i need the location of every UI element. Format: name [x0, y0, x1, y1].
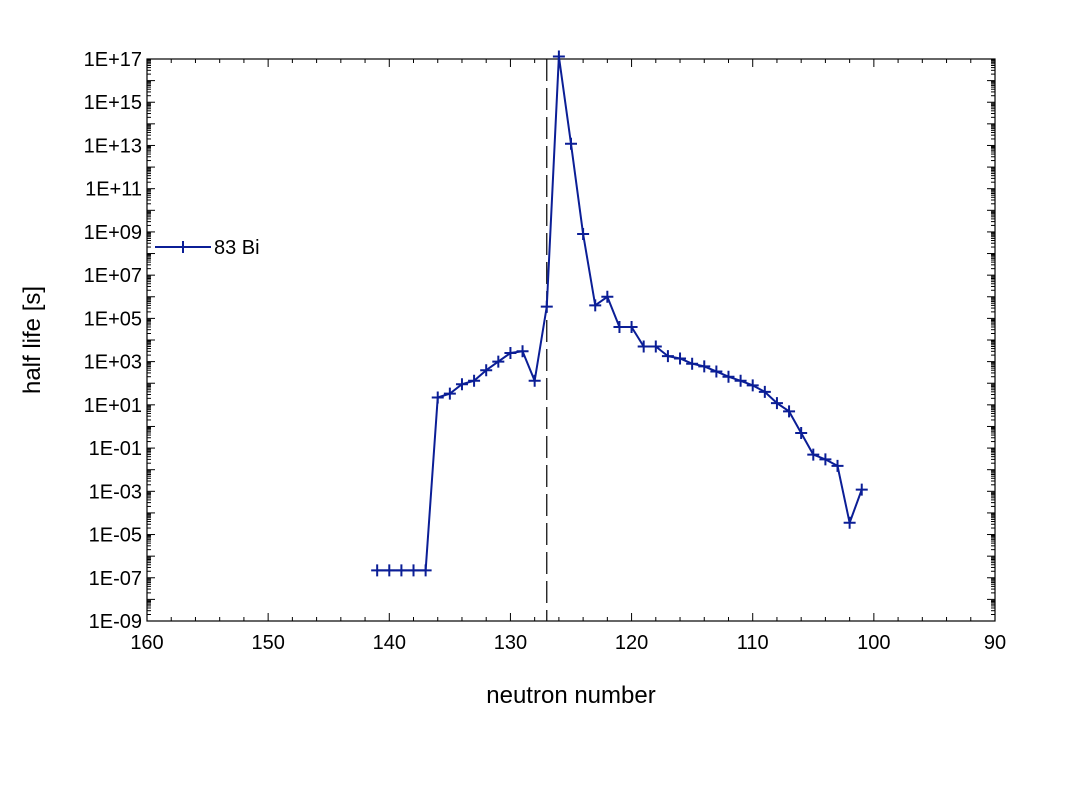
data-point-marker — [395, 564, 408, 577]
data-point-marker — [455, 378, 468, 391]
x-tick-labels: 160 150 140 130 120 110 100 90 — [130, 632, 1006, 654]
data-point-marker — [686, 357, 699, 370]
data-point-marker — [661, 350, 674, 363]
data-point-marker — [770, 397, 783, 410]
data-point-marker — [504, 347, 517, 360]
plot-frame — [146, 58, 996, 622]
x-axis-label: neutron number — [486, 682, 655, 709]
y-tick-label: 1E+07 — [84, 265, 142, 287]
data-point-marker — [540, 300, 553, 313]
data-point-marker — [843, 516, 856, 529]
x-tick-label: 140 — [373, 632, 406, 654]
y-tick-label: 1E+15 — [84, 92, 142, 114]
y-axis-label: half life [s] — [19, 286, 46, 394]
data-point-marker — [577, 228, 590, 241]
series-83-bi — [371, 50, 868, 577]
y-tick-label: 1E+11 — [85, 179, 142, 201]
data-point-marker — [710, 365, 723, 378]
legend: 83 Bi — [155, 237, 260, 259]
data-point-marker — [855, 483, 868, 496]
y-tick-label: 1E+17 — [84, 49, 142, 71]
x-tick-label: 100 — [857, 632, 890, 654]
data-point-marker — [637, 340, 650, 353]
x-tick-label: 120 — [615, 632, 648, 654]
data-point-marker — [674, 352, 687, 365]
data-point-marker — [480, 364, 493, 377]
y-tick-label: 1E+01 — [84, 395, 142, 417]
data-point-marker — [807, 448, 820, 461]
y-tick-label: 1E-09 — [89, 611, 142, 633]
axis-ticks — [146, 58, 996, 622]
y-tick-label: 1E+05 — [84, 308, 142, 330]
x-tick-label: 90 — [984, 632, 1006, 654]
x-tick-label: 110 — [737, 632, 769, 654]
data-point-marker — [613, 320, 626, 333]
data-point-marker — [565, 137, 577, 150]
data-point-marker — [383, 564, 396, 577]
data-point-marker — [443, 387, 456, 400]
y-tick-label: 1E+13 — [84, 135, 142, 157]
data-point-marker — [831, 459, 844, 472]
y-tick-label: 1E-01 — [89, 438, 142, 460]
y-tick-label: 1E-03 — [89, 481, 142, 503]
data-point-marker — [552, 50, 565, 63]
x-tick-label: 150 — [251, 632, 284, 654]
data-point-marker — [795, 426, 808, 439]
data-point-marker — [528, 374, 541, 387]
data-point-marker — [625, 320, 638, 333]
data-point-marker — [468, 374, 481, 387]
data-point-marker — [371, 564, 384, 577]
data-point-marker — [601, 290, 614, 303]
data-point-marker — [722, 370, 735, 383]
data-point-marker — [734, 374, 747, 387]
y-tick-labels: 1E-09 1E-07 1E-05 1E-03 1E-01 1E+01 1E+03 1E+05… — [84, 49, 142, 633]
data-point-marker — [419, 564, 432, 577]
y-tick-label: 1E+09 — [84, 222, 142, 244]
data-point-marker — [819, 453, 832, 466]
data-point-marker — [746, 379, 759, 392]
data-point-marker — [516, 345, 529, 358]
data-point-marker — [649, 340, 662, 353]
x-tick-label: 130 — [494, 632, 527, 654]
series-line — [377, 55, 863, 572]
data-point-marker — [407, 564, 420, 577]
y-tick-label: 1E+03 — [84, 352, 142, 374]
data-point-marker — [698, 360, 711, 373]
data-point-marker — [431, 391, 444, 404]
legend-label: 83 Bi — [214, 237, 260, 259]
data-point-marker — [589, 299, 602, 312]
data-point-marker — [758, 385, 771, 398]
x-tick-label: 160 — [130, 632, 163, 654]
data-point-marker — [492, 355, 505, 368]
data-point-marker — [783, 405, 796, 418]
y-tick-label: 1E-05 — [89, 525, 142, 547]
y-tick-label: 1E-07 — [89, 568, 142, 590]
legend-marker — [177, 241, 189, 253]
